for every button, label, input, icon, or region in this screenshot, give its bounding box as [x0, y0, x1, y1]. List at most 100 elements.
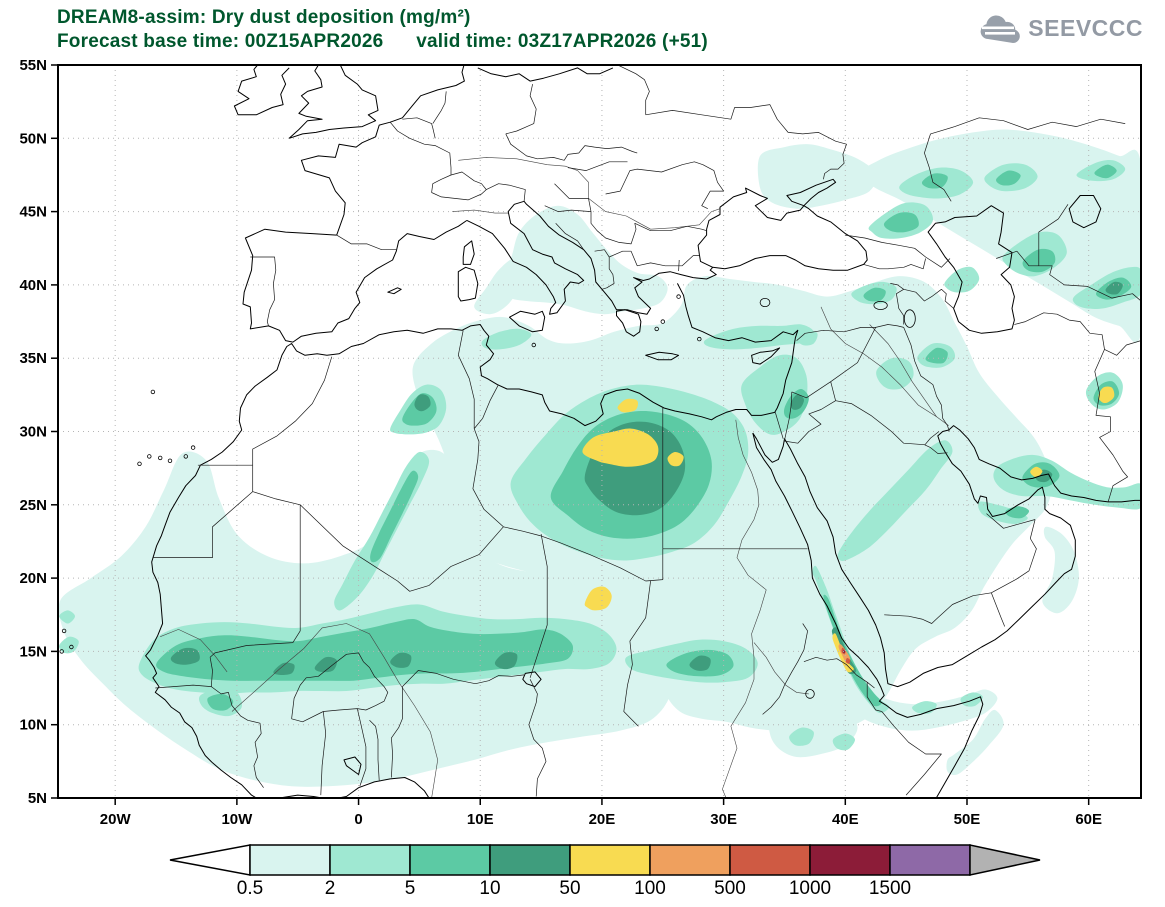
- coastline-path: [233, 65, 258, 115]
- colorbar-segment: [649, 844, 731, 876]
- river-path: [722, 419, 767, 798]
- country-border: [505, 84, 537, 135]
- colorbar-segment: [809, 844, 891, 876]
- lake-outline: [805, 689, 815, 699]
- country-border: [529, 534, 548, 678]
- lon-tick-label: 20E: [589, 811, 616, 828]
- dust-contour-ge-2: [876, 357, 914, 390]
- dust-contour-ge-5: [863, 287, 886, 302]
- country-border: [528, 679, 547, 797]
- header: DREAM8-assim: Dry dust deposition (mg/m²…: [0, 0, 1165, 58]
- coastline-path: [242, 219, 468, 343]
- dust-contour-ge-2: [977, 501, 1028, 524]
- country-border: [605, 161, 724, 210]
- dust-contour-ge-10: [273, 662, 295, 675]
- lat-tick-label: 15N: [19, 643, 47, 660]
- country-border: [473, 384, 499, 429]
- dust-contour-ge-50: [1098, 386, 1115, 403]
- seevccc-logo: SEEVCCC: [976, 12, 1143, 44]
- river-path: [820, 306, 949, 426]
- small-island: [531, 342, 536, 348]
- coastline-path: [466, 200, 717, 315]
- country-border: [391, 686, 403, 778]
- lat-tick-label: 55N: [19, 58, 47, 74]
- dust-contour-ge-50: [582, 428, 659, 467]
- country-border: [623, 580, 651, 727]
- country-border: [356, 708, 367, 787]
- country-border: [678, 259, 680, 272]
- page-title: DREAM8-assim: Dry dust deposition (mg/m²…: [57, 7, 471, 28]
- country-border: [796, 324, 904, 341]
- dust-contour-ge-500: [845, 657, 851, 664]
- coastline-path: [145, 283, 799, 798]
- dust-contour-ge-50: [667, 451, 684, 467]
- dust-contour-ge-5: [996, 170, 1021, 186]
- lon-tick-label: 10W: [221, 811, 253, 828]
- dust-contour-ge-2: [481, 328, 532, 350]
- dust-contour-ge-2: [59, 636, 79, 654]
- coastline-path: [274, 777, 430, 798]
- small-island: [190, 445, 196, 450]
- dust-contour-ge-5: [823, 594, 882, 707]
- lon-tick-label: 50E: [954, 811, 981, 828]
- dust-contour-ge-10: [689, 655, 711, 671]
- lat-tick-label: 5N: [28, 790, 47, 807]
- dust-contour-ge-10: [494, 652, 518, 670]
- colorbar-segment: [569, 844, 651, 876]
- country-border: [784, 391, 793, 441]
- island-or-lake-outline: [387, 287, 402, 295]
- lake-outline: [759, 297, 771, 307]
- river-path: [452, 209, 509, 214]
- lon-tick-label: 30E: [710, 811, 737, 828]
- dust-contour-ge-10: [414, 394, 431, 412]
- lat-tick-label: 20N: [19, 570, 47, 587]
- river-path: [869, 324, 937, 417]
- country-border: [369, 720, 380, 781]
- country-border: [567, 161, 628, 171]
- lake-outline: [903, 309, 916, 328]
- small-island: [59, 649, 64, 654]
- island-or-lake-outline: [616, 309, 642, 337]
- country-border: [866, 682, 882, 712]
- coastline-path: [752, 432, 984, 798]
- country-border: [209, 504, 301, 658]
- colorbar-segment: [409, 844, 491, 876]
- dust-contour-ge-0.5: [1042, 526, 1079, 614]
- dust-contour-ge-2: [703, 324, 814, 350]
- dust-contour-ge-0.5: [474, 258, 527, 315]
- country-border: [402, 670, 525, 687]
- lon-tick-label: 60E: [1075, 811, 1102, 828]
- country-border: [211, 686, 264, 788]
- colorbar-level-label: 100: [634, 878, 666, 899]
- small-island: [147, 454, 152, 459]
- country-border: [930, 117, 1126, 135]
- coastline-layer: [59, 65, 1141, 798]
- dust-contour-ge-2: [944, 266, 980, 293]
- colorbar-under-range-arrow: [169, 844, 251, 876]
- small-island: [660, 319, 665, 324]
- small-island: [137, 461, 142, 466]
- coastline-path: [477, 67, 614, 82]
- dust-contour-ge-0.5: [946, 709, 1004, 776]
- country-border: [431, 171, 487, 201]
- colorbar-segment: [489, 844, 571, 876]
- country-border: [617, 65, 650, 115]
- island-or-lake-outline: [1068, 195, 1102, 229]
- small-island: [654, 326, 659, 332]
- small-island: [157, 455, 163, 461]
- dust-contour-ge-5: [207, 693, 234, 711]
- colorbar-level-label: 500: [714, 878, 746, 899]
- title-block: DREAM8-assim: Dry dust deposition (mg/m²…: [57, 6, 708, 54]
- country-border: [555, 223, 584, 250]
- lon-tick-label: 20W: [100, 811, 132, 828]
- country-border: [762, 623, 808, 715]
- island-or-lake-outline: [522, 671, 542, 688]
- dust-contour-ge-10: [390, 652, 412, 668]
- dust-contour-ge-0.5: [412, 275, 1053, 734]
- forecast-map: 55N 50N 45N 40N 35N 30N 25N 20N 15N 10N 5N 20W 10W 0 1…: [0, 58, 1165, 828]
- country-border: [986, 513, 1036, 529]
- coastline-path: [697, 178, 868, 271]
- country-border: [863, 258, 926, 270]
- lat-tick-label: 25N: [19, 497, 47, 514]
- coastline-path: [288, 65, 323, 139]
